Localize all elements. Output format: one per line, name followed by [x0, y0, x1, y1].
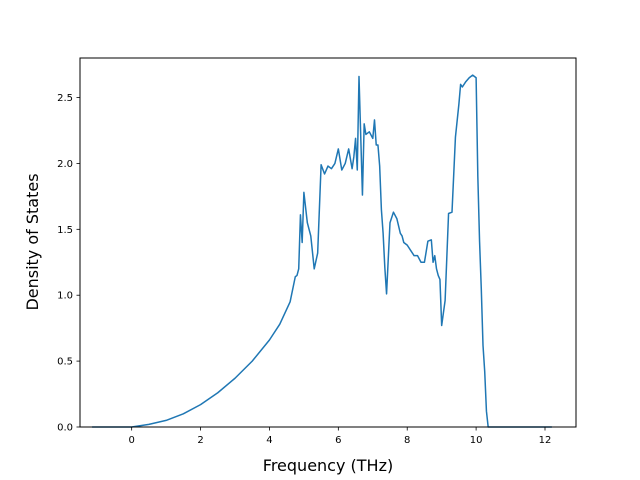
x-tick-label: 12	[539, 435, 552, 446]
y-tick-label: 2.0	[57, 159, 73, 170]
axes-frame	[79, 57, 577, 428]
y-tick-label: 0.0	[57, 423, 73, 434]
x-tick-label: 8	[404, 435, 410, 446]
y-axis-label: Density of States	[23, 173, 42, 310]
x-tick-label: 4	[266, 435, 272, 446]
y-tick-label: 0.5	[57, 357, 73, 368]
x-axis-label: Frequency (THz)	[263, 456, 393, 475]
x-tick-label: 2	[197, 435, 203, 446]
y-tick-label: 1.0	[57, 291, 73, 302]
y-tick-label: 1.5	[57, 225, 73, 236]
x-axis-ticks: 0 2 4 6 8 10 12	[128, 427, 551, 446]
x-tick-label: 6	[335, 435, 341, 446]
y-tick-label: 2.5	[57, 93, 73, 104]
dos-series-line	[92, 74, 552, 428]
plot-area	[92, 74, 552, 428]
x-tick-label: 10	[470, 435, 483, 446]
x-tick-label: 0	[128, 435, 134, 446]
y-axis-ticks: 0.0 0.5 1.0 1.5 2.0 2.5	[57, 93, 80, 434]
